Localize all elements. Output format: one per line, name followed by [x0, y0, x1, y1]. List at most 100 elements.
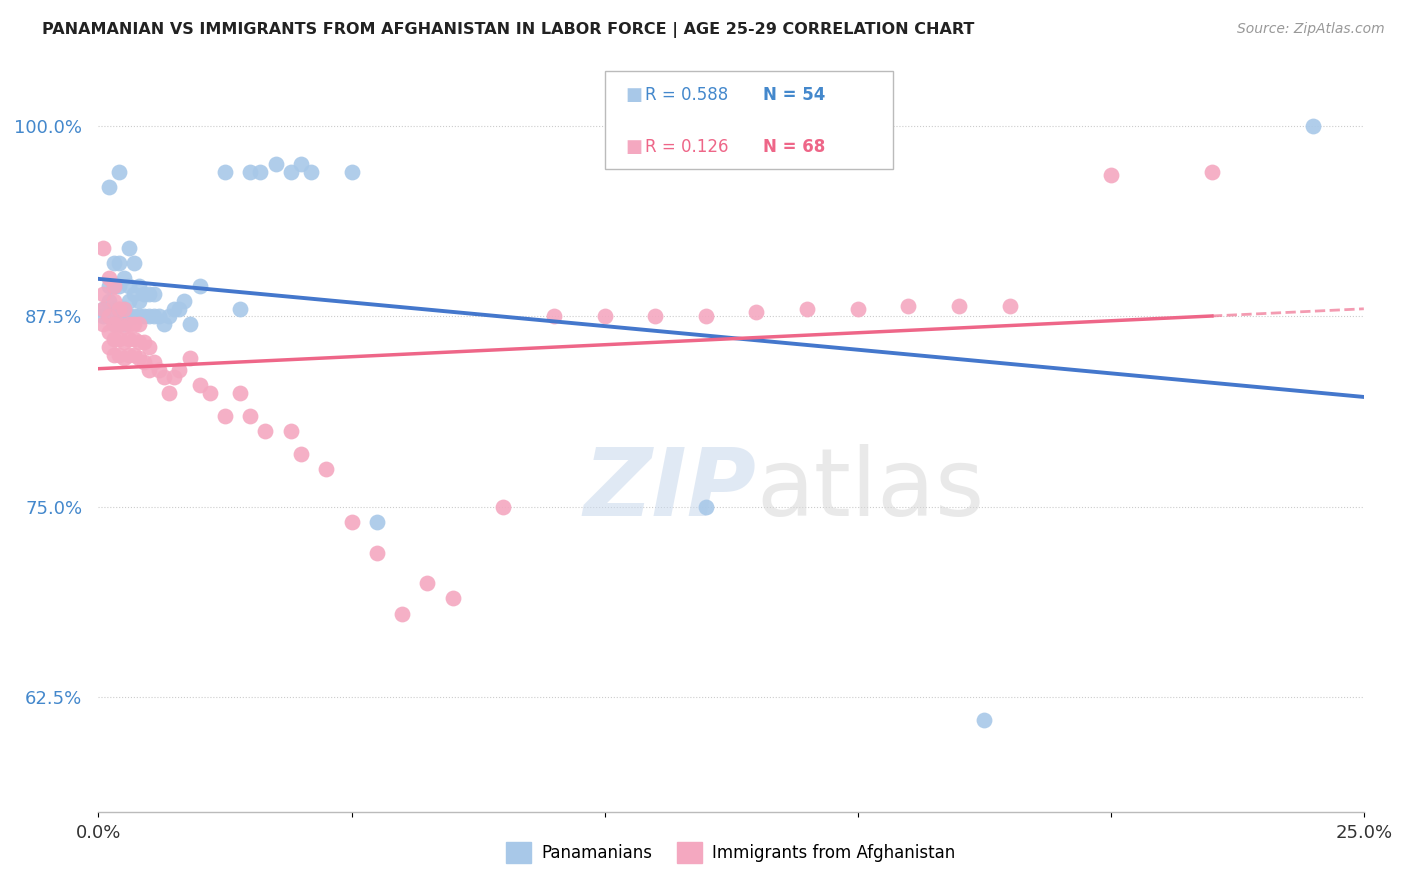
Point — [153, 370, 176, 384]
Point — [169, 363, 191, 377]
Text: ■: ■ — [626, 138, 643, 156]
Point — [366, 546, 388, 560]
Point — [214, 165, 236, 179]
Point — [118, 241, 141, 255]
Point — [122, 317, 145, 331]
Point — [340, 165, 363, 179]
Point — [97, 180, 120, 194]
Point — [340, 515, 363, 529]
Point — [1201, 165, 1223, 179]
Point — [93, 301, 115, 316]
Point — [138, 363, 160, 377]
Point — [112, 320, 135, 334]
Point — [107, 165, 129, 179]
Point — [138, 286, 160, 301]
Point — [118, 310, 141, 324]
Point — [169, 301, 191, 316]
Point — [118, 279, 141, 293]
Point — [441, 591, 464, 606]
Point — [122, 332, 145, 346]
Point — [695, 310, 717, 324]
Point — [103, 317, 125, 331]
Point — [93, 241, 115, 255]
Point — [107, 317, 129, 331]
Text: ZIP: ZIP — [583, 444, 756, 536]
Point — [391, 607, 413, 621]
Point — [543, 310, 565, 324]
Point — [157, 385, 180, 400]
Point — [122, 256, 145, 270]
Point — [107, 348, 129, 362]
Text: PANAMANIAN VS IMMIGRANTS FROM AFGHANISTAN IN LABOR FORCE | AGE 25-29 CORRELATION: PANAMANIAN VS IMMIGRANTS FROM AFGHANISTA… — [42, 22, 974, 38]
Point — [112, 351, 135, 365]
Point — [103, 332, 125, 346]
Point — [128, 310, 150, 324]
Point — [163, 370, 186, 384]
Point — [198, 385, 221, 400]
Point — [118, 294, 141, 309]
Point — [138, 340, 160, 354]
Point — [107, 279, 129, 293]
Point — [122, 286, 145, 301]
Point — [173, 294, 195, 309]
Point — [745, 305, 768, 319]
Point — [214, 409, 236, 423]
Text: R = 0.588: R = 0.588 — [645, 87, 728, 104]
Point — [179, 317, 201, 331]
Point — [112, 317, 135, 331]
Point — [97, 279, 120, 293]
Text: atlas: atlas — [756, 444, 984, 536]
Point — [998, 299, 1021, 313]
Point — [132, 286, 155, 301]
Point — [107, 256, 129, 270]
Point — [416, 576, 439, 591]
Point — [97, 294, 120, 309]
Point — [118, 332, 141, 346]
Point — [229, 385, 252, 400]
Point — [132, 310, 155, 324]
Point — [239, 409, 262, 423]
Point — [239, 165, 262, 179]
Point — [188, 378, 211, 392]
Text: R = 0.126: R = 0.126 — [645, 138, 728, 156]
Point — [93, 286, 115, 301]
Point — [796, 301, 818, 316]
Point — [128, 294, 150, 309]
Point — [299, 165, 322, 179]
Point — [128, 279, 150, 293]
Point — [103, 301, 125, 316]
Point — [229, 301, 252, 316]
Point — [315, 462, 337, 476]
Legend: Panamanians, Immigrants from Afghanistan: Panamanians, Immigrants from Afghanistan — [499, 836, 963, 869]
Point — [103, 317, 125, 331]
Point — [143, 286, 166, 301]
Point — [107, 301, 129, 316]
Point — [132, 355, 155, 369]
Text: ■: ■ — [626, 87, 643, 104]
Point — [93, 301, 115, 316]
Point — [128, 317, 150, 331]
Point — [93, 317, 115, 331]
Point — [112, 271, 135, 285]
Point — [188, 279, 211, 293]
Point — [103, 348, 125, 362]
Point — [122, 310, 145, 324]
Point — [1099, 168, 1122, 182]
Point — [366, 515, 388, 529]
Text: Source: ZipAtlas.com: Source: ZipAtlas.com — [1237, 22, 1385, 37]
Point — [280, 165, 302, 179]
Point — [93, 310, 115, 324]
Point — [143, 310, 166, 324]
Point — [593, 310, 616, 324]
Point — [973, 714, 995, 728]
Point — [107, 332, 129, 346]
Point — [103, 256, 125, 270]
Point — [138, 310, 160, 324]
Point — [148, 310, 170, 324]
Point — [107, 317, 129, 331]
Point — [112, 301, 135, 316]
Point — [492, 500, 515, 514]
Point — [163, 301, 186, 316]
Point — [644, 310, 666, 324]
Point — [179, 351, 201, 365]
